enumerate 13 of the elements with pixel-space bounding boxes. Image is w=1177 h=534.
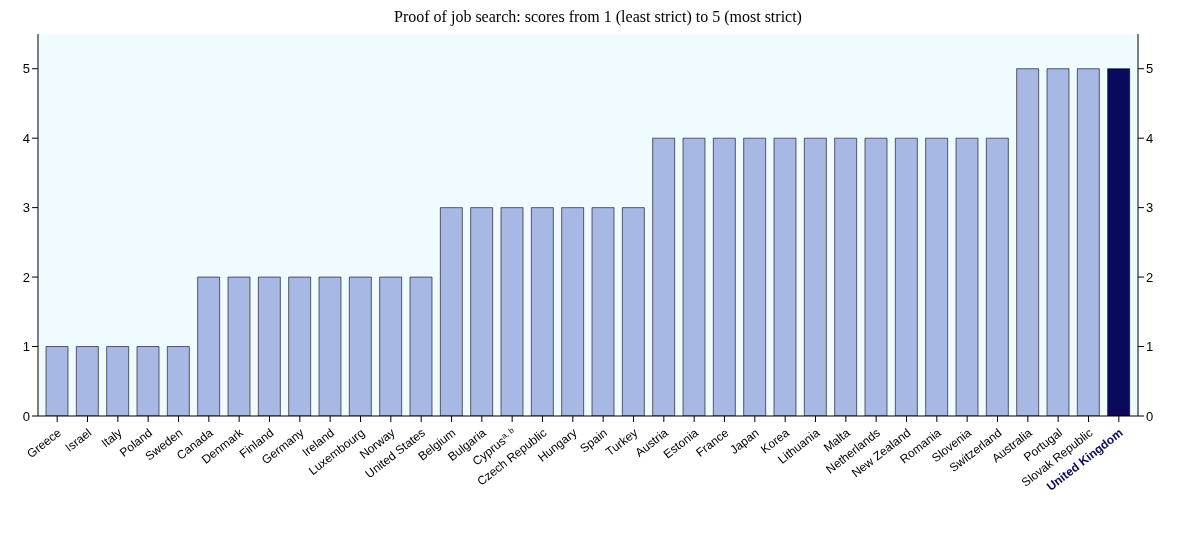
- y-tick-label: 0: [22, 408, 30, 424]
- y2-tick-label: 3: [1146, 200, 1154, 216]
- y2-tick-label: 1: [1146, 339, 1154, 355]
- y2-tick-label: 4: [1146, 130, 1154, 146]
- chart-title: Proof of job search: scores from 1 (least strict) to 5 (most strict): [393, 8, 803, 26]
- y-tick-label: 1: [22, 339, 30, 355]
- y2-tick-label: 5: [1146, 61, 1154, 77]
- y-tick-label: 2: [22, 269, 30, 285]
- y-tick-label: 4: [22, 130, 30, 146]
- y2-tick-label: 2: [1146, 269, 1154, 285]
- y-tick-label: 5: [22, 61, 30, 77]
- y2-tick-label: 0: [1146, 408, 1154, 424]
- y-tick-label: 3: [22, 200, 30, 216]
